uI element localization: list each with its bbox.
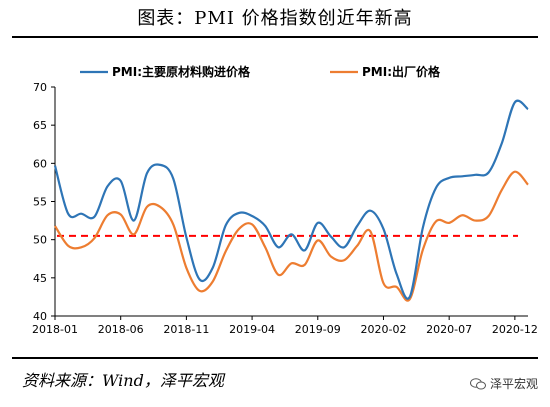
y-tick-label: 55 bbox=[33, 196, 47, 209]
title-divider bbox=[12, 36, 538, 38]
x-tick-label: 2018-06 bbox=[98, 323, 144, 336]
x-tick-label: 2020-12 bbox=[492, 323, 538, 336]
source-divider bbox=[12, 357, 538, 359]
chart-title: 图表：PMI 价格指数创近年新高 bbox=[137, 8, 413, 29]
wechat-icon bbox=[469, 377, 486, 389]
brand-watermark: 泽平宏观 bbox=[469, 375, 538, 392]
y-tick-label: 50 bbox=[33, 234, 47, 247]
series-output-price-line bbox=[54, 170, 529, 302]
line-chart: 40 45 50 55 60 65 70 2018-01 2018-06 2018-11 2019-… bbox=[32, 64, 538, 336]
x-tick-label: 2019-09 bbox=[295, 323, 341, 336]
x-tick-label: 2020-07 bbox=[426, 323, 472, 336]
series-material-price-line bbox=[53, 99, 529, 300]
y-tick-label: 60 bbox=[33, 157, 47, 170]
y-tick-label: 70 bbox=[33, 81, 47, 94]
x-tick-label: 2018-01 bbox=[32, 323, 78, 336]
x-tick-label: 2019-04 bbox=[229, 323, 275, 336]
x-tick-label: 2020-02 bbox=[360, 323, 406, 336]
y-tick-label: 40 bbox=[33, 310, 47, 323]
source-note: 资料来源：Wind，泽平宏观 bbox=[22, 371, 224, 390]
legend-label: PMI:主要原材料购进价格 bbox=[112, 64, 251, 79]
x-tick-label: 2018-11 bbox=[163, 323, 209, 336]
brand-label: 泽平宏观 bbox=[489, 377, 538, 391]
y-tick-label: 65 bbox=[33, 119, 47, 132]
legend-label: PMI:出厂价格 bbox=[362, 64, 441, 79]
y-tick-label: 45 bbox=[33, 272, 47, 285]
